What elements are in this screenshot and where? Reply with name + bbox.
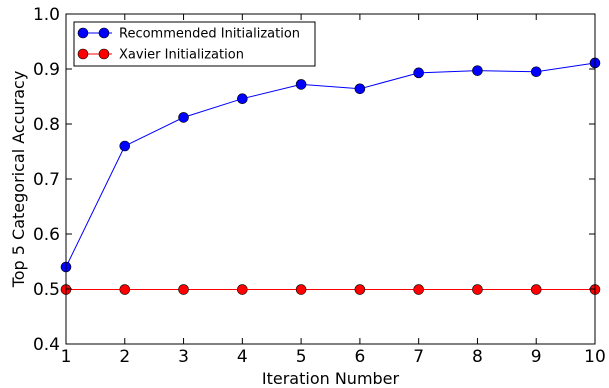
data-point xyxy=(354,83,366,95)
ticks: 1 2 3 4 5 6 7 8 9 10 0.4 0.5 0.6 0.7 0.8 0.9 1.0 xyxy=(33,5,606,367)
x-tick-label: 8 xyxy=(472,347,483,367)
y-tick-label: 1.0 xyxy=(33,5,60,25)
y-tick-label: 0.6 xyxy=(33,225,60,245)
data-point xyxy=(119,140,131,152)
legend-marker xyxy=(98,48,110,60)
x-tick-label: 7 xyxy=(413,347,424,367)
x-tick-label: 10 xyxy=(584,347,606,367)
y-tick-label: 0.7 xyxy=(33,170,60,190)
x-tick-label: 4 xyxy=(237,347,248,367)
x-tick-label: 6 xyxy=(354,347,365,367)
data-point xyxy=(413,67,424,79)
data-point xyxy=(530,66,542,78)
data-point xyxy=(295,284,307,295)
legend-entry: Recommended Initialization xyxy=(77,27,300,42)
plot-area xyxy=(60,57,601,295)
legend-box xyxy=(73,21,316,67)
y-tick-label: 0.5 xyxy=(33,280,60,300)
y-tick-label: 0.8 xyxy=(33,115,60,135)
x-tick-label: 5 xyxy=(296,347,307,367)
legend-entry: Xavier Initialization xyxy=(77,48,244,63)
legend-label: Recommended Initialization xyxy=(119,27,300,42)
x-axis-label: Iteration Number xyxy=(262,369,400,388)
legend-marker xyxy=(77,48,89,60)
y-tick-label: 0.9 xyxy=(33,60,60,80)
data-point xyxy=(178,112,189,123)
data-point xyxy=(295,79,307,90)
data-point xyxy=(354,284,366,295)
series-xavier xyxy=(60,284,601,295)
x-tick-label: 1 xyxy=(61,347,72,367)
data-point xyxy=(178,284,189,295)
data-point xyxy=(472,65,483,76)
series-recommended xyxy=(60,57,601,273)
data-point xyxy=(472,284,483,295)
legend-marker xyxy=(77,27,89,39)
legend: Recommended Initialization Xavier Initial… xyxy=(73,21,316,67)
data-point xyxy=(237,284,248,295)
series-line xyxy=(65,62,596,268)
data-point xyxy=(530,284,542,295)
y-axis-label: Top 5 Categorical Accuracy xyxy=(9,71,28,289)
legend-label: Xavier Initialization xyxy=(119,48,244,63)
x-tick-label: 3 xyxy=(178,347,189,367)
data-point xyxy=(237,93,248,104)
y-tick-label: 0.4 xyxy=(33,335,60,355)
data-point xyxy=(413,284,424,295)
legend-marker xyxy=(98,27,110,39)
x-tick-label: 9 xyxy=(531,347,542,367)
data-point xyxy=(119,284,131,295)
x-tick-label: 2 xyxy=(119,347,130,367)
